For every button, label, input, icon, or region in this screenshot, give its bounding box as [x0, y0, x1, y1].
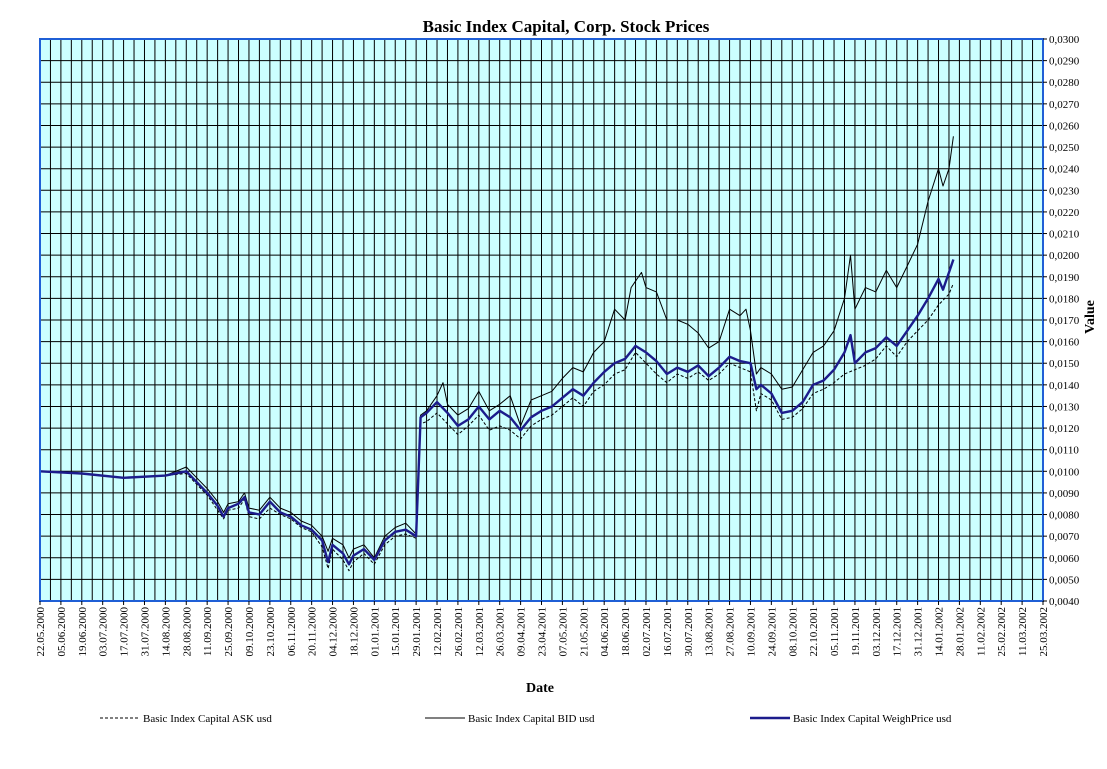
y-tick-label: 0,0130 — [1049, 401, 1080, 413]
x-tick-label: 11.03.2002 — [1017, 607, 1029, 656]
x-tick-label: 28.08.2000 — [181, 607, 193, 657]
y-tick-labels: 0,0040 0,0050 0,0060 0,0070 0,0080 0,0090 0,01… — [1043, 34, 1080, 608]
x-tick-label: 22.10.2001 — [808, 607, 820, 657]
x-tick-label: 11.09.2000 — [202, 607, 214, 657]
y-tick-label: 0,0220 — [1049, 207, 1080, 219]
x-tick-label: 05.06.2000 — [56, 607, 68, 657]
y-tick-label: 0,0040 — [1049, 596, 1080, 608]
x-tick-label: 28.01.2002 — [954, 607, 966, 657]
x-tick-label: 21.05.2001 — [578, 607, 590, 657]
x-tick-label: 04.12.2000 — [328, 607, 340, 657]
x-tick-label: 03.12.2001 — [871, 607, 883, 657]
y-tick-label: 0,0060 — [1049, 553, 1080, 565]
x-tick-label: 25.09.2000 — [223, 607, 235, 657]
y-tick-label: 0,0090 — [1049, 488, 1080, 500]
x-tick-label: 23.04.2001 — [537, 607, 549, 657]
x-tick-label: 14.08.2000 — [160, 607, 172, 657]
x-tick-label: 17.07.2000 — [119, 607, 131, 657]
x-tick-label: 08.10.2001 — [787, 607, 799, 657]
x-tick-label: 07.05.2001 — [557, 607, 569, 657]
y-tick-label: 0,0240 — [1049, 164, 1080, 176]
y-axis-label: Value — [1083, 300, 1098, 334]
x-tick-label: 22.05.2000 — [35, 607, 47, 657]
y-tick-label: 0,0190 — [1049, 272, 1080, 284]
y-tick-label: 0,0140 — [1049, 380, 1080, 392]
x-tick-labels: 22.05.2000 05.06.2000 19.06.2000 03.07.2000… — [35, 601, 1050, 657]
legend: Basic Index Capital ASK usd Basic Index C… — [100, 713, 952, 725]
legend-bid: Basic Index Capital BID usd — [425, 713, 595, 725]
x-tick-label: 09.04.2001 — [516, 607, 528, 657]
x-tick-label: 27.08.2001 — [725, 607, 737, 657]
y-tick-label: 0,0270 — [1049, 99, 1080, 111]
x-tick-label: 25.03.2002 — [1038, 607, 1050, 657]
x-tick-label: 09.10.2000 — [244, 607, 256, 657]
x-tick-label: 11.02.2002 — [975, 607, 987, 656]
x-tick-label: 12.03.2001 — [474, 607, 486, 657]
legend-label: Basic Index Capital ASK usd — [143, 713, 272, 725]
y-tick-label: 0,0070 — [1049, 531, 1080, 543]
y-tick-label: 0,0150 — [1049, 358, 1080, 370]
y-tick-label: 0,0180 — [1049, 293, 1080, 305]
x-tick-label: 17.12.2001 — [892, 607, 904, 657]
x-tick-label: 31.07.2000 — [139, 607, 151, 657]
y-tick-label: 0,0050 — [1049, 574, 1080, 586]
legend-label: Basic Index Capital WeighPrice usd — [793, 713, 952, 725]
x-tick-label: 03.07.2000 — [98, 607, 110, 657]
legend-weighprice: Basic Index Capital WeighPrice usd — [750, 713, 952, 725]
x-axis-label: Date — [526, 681, 554, 696]
x-tick-label: 19.11.2001 — [850, 607, 862, 656]
x-tick-label: 29.01.2001 — [411, 607, 423, 657]
series-weighprice-line — [39, 259, 955, 566]
x-tick-label: 18.12.2000 — [348, 607, 360, 657]
legend-label: Basic Index Capital BID usd — [468, 713, 595, 725]
x-tick-label: 26.03.2001 — [495, 607, 507, 657]
x-tick-label: 04.06.2001 — [599, 607, 611, 657]
x-tick-label: 20.11.2000 — [307, 607, 319, 657]
x-tick-label: 01.01.2001 — [369, 607, 381, 657]
x-tick-label: 15.01.2001 — [390, 607, 402, 657]
legend-ask: Basic Index Capital ASK usd — [100, 713, 272, 725]
x-tick-label: 13.08.2001 — [704, 607, 716, 657]
x-tick-label: 25.02.2002 — [996, 607, 1008, 657]
y-tick-label: 0,0120 — [1049, 423, 1080, 435]
y-tick-label: 0,0080 — [1049, 510, 1080, 522]
x-tick-label: 10.09.2001 — [745, 607, 757, 657]
y-tick-label: 0,0300 — [1049, 34, 1080, 46]
x-tick-label: 14.01.2002 — [934, 607, 946, 657]
series-layer — [39, 136, 955, 572]
chart-title: Basic Index Capital, Corp. Stock Prices — [423, 17, 710, 36]
x-tick-label: 18.06.2001 — [620, 607, 632, 657]
series-ask-line — [39, 283, 954, 572]
y-tick-label: 0,0210 — [1049, 229, 1080, 241]
y-tick-label: 0,0110 — [1049, 445, 1079, 457]
x-tick-label: 26.02.2001 — [453, 607, 465, 657]
x-tick-label: 05.11.2001 — [829, 607, 841, 656]
y-tick-label: 0,0160 — [1049, 337, 1080, 349]
y-tick-label: 0,0260 — [1049, 120, 1080, 132]
x-tick-label: 19.06.2000 — [77, 607, 89, 657]
grid-horizontal — [40, 60, 1043, 580]
x-tick-label: 02.07.2001 — [641, 607, 653, 657]
y-tick-label: 0,0100 — [1049, 466, 1080, 478]
x-tick-label: 23.10.2000 — [265, 607, 277, 657]
y-tick-label: 0,0200 — [1049, 250, 1080, 262]
x-tick-label: 24.09.2001 — [766, 607, 778, 657]
y-tick-label: 0,0250 — [1049, 142, 1080, 154]
series-bid-line — [39, 136, 954, 559]
y-tick-label: 0,0280 — [1049, 77, 1080, 89]
x-tick-label: 12.02.2001 — [432, 607, 444, 657]
x-tick-label: 16.07.2001 — [662, 607, 674, 657]
x-tick-label: 30.07.2001 — [683, 607, 695, 657]
x-tick-label: 06.11.2000 — [286, 607, 298, 657]
y-tick-label: 0,0230 — [1049, 185, 1080, 197]
y-tick-label: 0,0290 — [1049, 56, 1080, 68]
x-tick-label: 31.12.2001 — [913, 607, 925, 657]
y-tick-label: 0,0170 — [1049, 315, 1080, 327]
